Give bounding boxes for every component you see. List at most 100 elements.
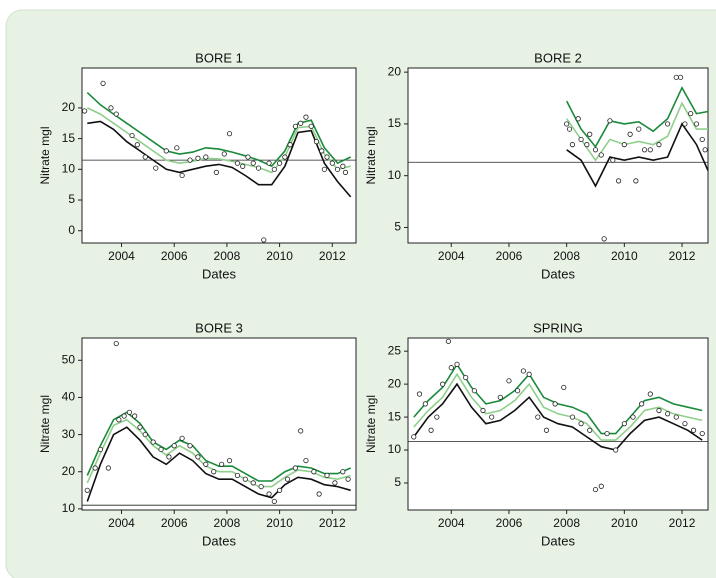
y-tick-label: 25: [388, 343, 402, 357]
data-point: [97, 446, 104, 453]
plot-area: [81, 337, 357, 511]
data-point: [195, 454, 201, 460]
x-tick-label: 2010: [611, 249, 638, 263]
data-point: [221, 151, 227, 157]
data-point: [587, 427, 593, 433]
data-point: [187, 157, 193, 163]
data-point: [276, 160, 283, 166]
data-point: [334, 166, 341, 172]
data-point: [266, 491, 272, 497]
data-point: [261, 237, 267, 243]
series-line: [86, 418, 351, 488]
data-point: [592, 147, 599, 153]
chart-title: BORE 2: [534, 50, 582, 65]
data-point: [179, 172, 185, 179]
y-tick-label: 5: [394, 475, 401, 489]
data-point: [566, 126, 573, 132]
data-point: [621, 142, 627, 148]
data-point: [245, 154, 251, 160]
x-axis-label: Dates: [202, 266, 236, 281]
data-point: [219, 461, 225, 467]
x-tick-label: 2010: [266, 516, 293, 530]
x-axis-label: Dates: [541, 533, 575, 548]
data-point: [604, 430, 610, 437]
data-point: [641, 147, 648, 153]
data-point: [552, 401, 558, 407]
data-point: [116, 417, 122, 423]
x-tick-label: 2006: [496, 249, 523, 263]
data-point: [656, 142, 662, 148]
data-point: [308, 123, 314, 129]
series-line: [86, 411, 352, 482]
x-tick-label: 2012: [319, 516, 346, 530]
y-tick-label: 10: [62, 161, 76, 175]
data-point: [598, 483, 604, 489]
y-tick-label: 10: [388, 168, 402, 182]
data-point: [702, 147, 708, 153]
data-point: [92, 465, 98, 471]
data-point: [171, 443, 177, 449]
y-tick-label: 30: [62, 427, 76, 441]
data-point: [463, 374, 469, 381]
series-line: [86, 426, 351, 502]
data-point: [258, 483, 264, 490]
data-point: [601, 236, 607, 242]
data-point: [129, 132, 135, 139]
y-tick-label: 40: [62, 390, 76, 404]
y-tick-label: 15: [388, 116, 402, 130]
data-point: [682, 121, 688, 127]
x-tick-label: 2008: [553, 249, 580, 263]
data-point: [569, 142, 576, 148]
data-point: [303, 114, 309, 120]
data-point: [665, 121, 671, 127]
data-point: [113, 111, 119, 117]
data-point: [454, 361, 460, 367]
chart-title: SPRING: [533, 320, 583, 335]
x-tick-label: 2008: [214, 249, 241, 263]
y-axis-label: Nitrate mgl: [364, 395, 378, 453]
data-point: [187, 443, 193, 449]
data-point: [316, 491, 322, 497]
data-point: [319, 148, 325, 154]
data-point: [434, 414, 440, 420]
chart-title: BORE 1: [195, 50, 243, 65]
data-point: [166, 454, 172, 460]
data-point: [234, 160, 241, 166]
data-point: [100, 80, 106, 86]
x-tick-label: 2004: [438, 516, 465, 530]
data-point: [329, 160, 335, 166]
data-point: [607, 118, 613, 124]
data-point: [332, 480, 338, 486]
data-point: [340, 163, 346, 169]
data-point: [693, 121, 700, 127]
data-point: [699, 136, 705, 143]
data-point: [428, 427, 434, 433]
data-point: [121, 413, 127, 419]
data-point: [203, 461, 209, 467]
data-point: [303, 457, 309, 464]
x-axis-label: Dates: [202, 533, 236, 548]
data-point: [633, 178, 639, 184]
data-point: [422, 401, 428, 407]
data-point: [271, 498, 277, 505]
data-point: [440, 381, 446, 387]
y-tick-label: 15: [62, 131, 76, 145]
data-point: [250, 160, 256, 166]
series-line: [87, 120, 352, 198]
data-point: [174, 145, 180, 151]
y-axis-label: Nitrate mgl: [38, 395, 52, 453]
data-point: [203, 154, 209, 160]
x-tick-label: 2010: [266, 249, 293, 263]
x-tick-label: 2010: [611, 516, 638, 530]
data-point: [592, 486, 599, 493]
data-point: [630, 414, 636, 420]
x-tick-label: 2006: [161, 516, 188, 530]
data-point: [150, 439, 156, 445]
data-point: [471, 388, 477, 394]
y-tick-label: 0: [68, 223, 75, 237]
data-point: [682, 421, 688, 427]
data-point: [578, 136, 584, 143]
data-point: [142, 154, 148, 160]
data-point: [411, 434, 417, 440]
series-line: [566, 122, 709, 188]
